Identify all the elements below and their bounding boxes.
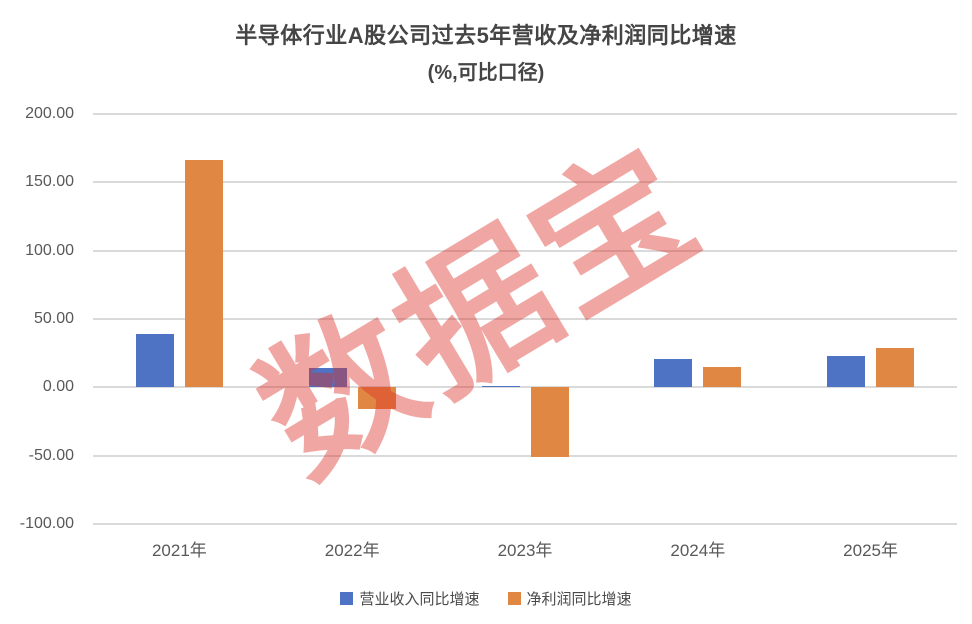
y-tick-label: 200.00	[25, 105, 74, 122]
legend-swatch-profit-icon	[507, 592, 521, 605]
bar-profit-2023年	[530, 387, 569, 458]
gridline	[93, 454, 957, 457]
bar-revenue-2023年	[481, 385, 520, 388]
plot-area: 数据宝	[93, 113, 957, 525]
x-tick-label: 2022年	[324, 541, 380, 560]
bar-revenue-2022年	[308, 368, 347, 388]
gridline	[93, 386, 957, 389]
x-tick-label: 2024年	[670, 541, 726, 560]
legend: 营业收入同比增速 净利润同比增速	[0, 588, 972, 609]
chart-subtitle: (%,可比口径)	[427, 62, 545, 84]
x-tick-label: 2021年	[151, 541, 207, 560]
gridline	[93, 523, 957, 525]
bar-profit-2022年	[357, 387, 396, 410]
gridline	[93, 318, 957, 320]
bar-revenue-2025年	[827, 355, 866, 388]
x-axis: 2021年 2022年 2023年 2024年 2025年	[93, 536, 957, 562]
bar-profit-2025年	[876, 347, 915, 388]
bar-revenue-2024年	[654, 358, 693, 388]
gridline	[93, 181, 957, 184]
y-tick-label: 0.00	[42, 378, 74, 396]
legend-item-revenue: 营业收入同比增速	[340, 588, 480, 609]
legend-item-profit: 净利润同比增速	[507, 588, 632, 609]
y-tick-label: 50.00	[33, 310, 74, 327]
x-tick-label: 2025年	[843, 541, 899, 560]
legend-label-revenue: 营业收入同比增速	[359, 591, 480, 608]
x-tick-label: 2023年	[497, 541, 553, 560]
y-tick-label: -100.00	[19, 515, 74, 532]
chart-title: 半导体行业A股公司过去5年营收及净利润同比增速	[235, 23, 737, 48]
gridline	[93, 113, 957, 115]
y-tick-label: 150.00	[25, 173, 74, 191]
y-tick-label: -50.00	[28, 446, 74, 464]
y-tick-label: 100.00	[25, 241, 74, 259]
gridline	[93, 249, 957, 252]
bar-profit-2024年	[703, 366, 742, 388]
bar-profit-2021年	[184, 160, 223, 388]
legend-swatch-revenue-icon	[340, 592, 354, 605]
legend-label-profit: 净利润同比增速	[526, 591, 632, 608]
y-axis: 200.00 150.00 100.00 50.00 0.00 -50.00 -100.00	[0, 105, 78, 532]
bar-revenue-2021年	[135, 334, 174, 388]
